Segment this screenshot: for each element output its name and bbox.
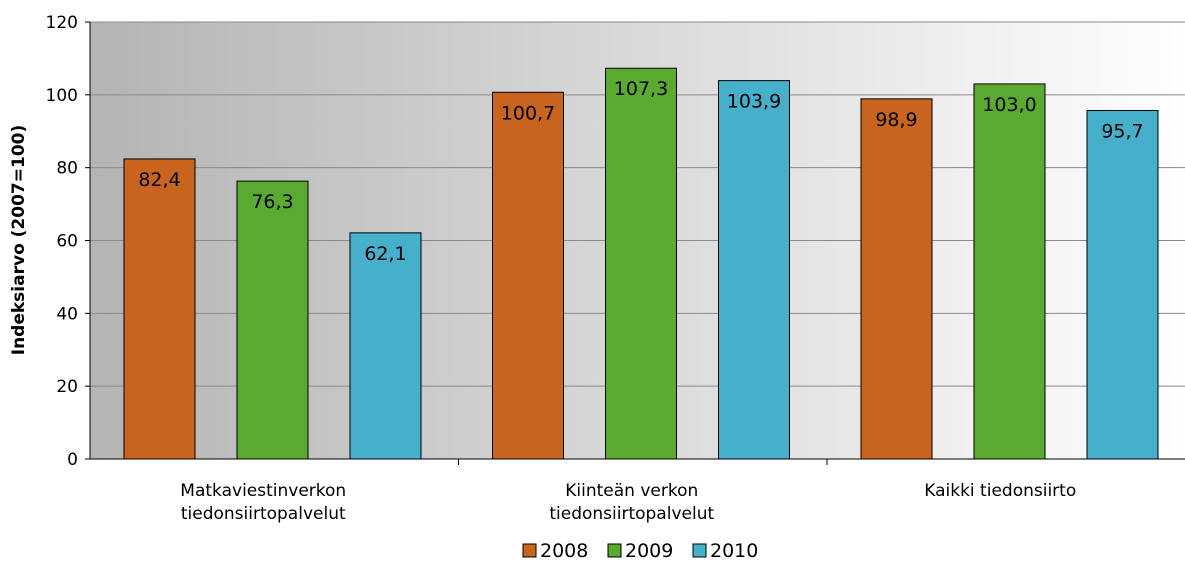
bar-2008 xyxy=(492,91,564,460)
y-tick-label: 100 xyxy=(46,86,78,106)
y-tick-label: 80 xyxy=(56,159,78,179)
y-tick-label: 40 xyxy=(56,304,78,324)
bar-2008 xyxy=(123,158,196,460)
data-label: 107,3 xyxy=(614,78,668,100)
data-label: 82,4 xyxy=(138,169,180,191)
bar-2009 xyxy=(605,67,677,460)
y-tick-label: 20 xyxy=(56,377,78,397)
data-label: 76,3 xyxy=(251,191,293,213)
category-labels: Matkaviestinverkon tiedonsiirtopalvelut Ki… xyxy=(180,481,1076,524)
legend-swatch-2010 xyxy=(692,543,707,558)
legend-label: 2010 xyxy=(710,540,758,562)
y-tick-label: 60 xyxy=(56,232,78,252)
data-label: 100,7 xyxy=(501,102,555,124)
data-label: 95,7 xyxy=(1101,120,1143,142)
y-tick-label: 0 xyxy=(67,450,78,470)
bar-2009 xyxy=(236,180,309,460)
data-label: 98,9 xyxy=(875,109,917,131)
legend: 2008 2009 2010 xyxy=(522,540,758,562)
category-label: tiedonsiirtopalvelut xyxy=(181,504,346,524)
legend-label: 2008 xyxy=(540,540,588,562)
legend-swatch-2009 xyxy=(607,543,622,558)
bars: 82,4 76,3 62,1 100,7 107,3 103,9 98,9 103,0 95,7 xyxy=(123,67,1159,460)
bar-2010 xyxy=(1086,109,1159,460)
data-label: 103,9 xyxy=(727,91,781,113)
bar-2009 xyxy=(973,83,1046,460)
legend-label: 2009 xyxy=(625,540,673,562)
legend-swatch-2008 xyxy=(522,543,537,558)
bar-2008 xyxy=(860,98,933,460)
y-axis-label: Indeksiarvo (2007=100) xyxy=(9,125,29,356)
data-label: 62,1 xyxy=(364,243,406,265)
bar-2010 xyxy=(349,232,422,460)
tick-labels: 0 20 40 60 80 100 120 xyxy=(46,13,78,470)
category-label: Matkaviestinverkon xyxy=(180,481,346,501)
data-label: 103,0 xyxy=(982,94,1036,116)
bar-2010 xyxy=(718,80,790,460)
category-label: Kaikki tiedonsiirto xyxy=(924,481,1076,501)
category-label: tiedonsiirtopalvelut xyxy=(549,504,714,524)
y-tick-label: 120 xyxy=(46,13,78,33)
category-label: Kiinteän verkon xyxy=(565,481,698,501)
